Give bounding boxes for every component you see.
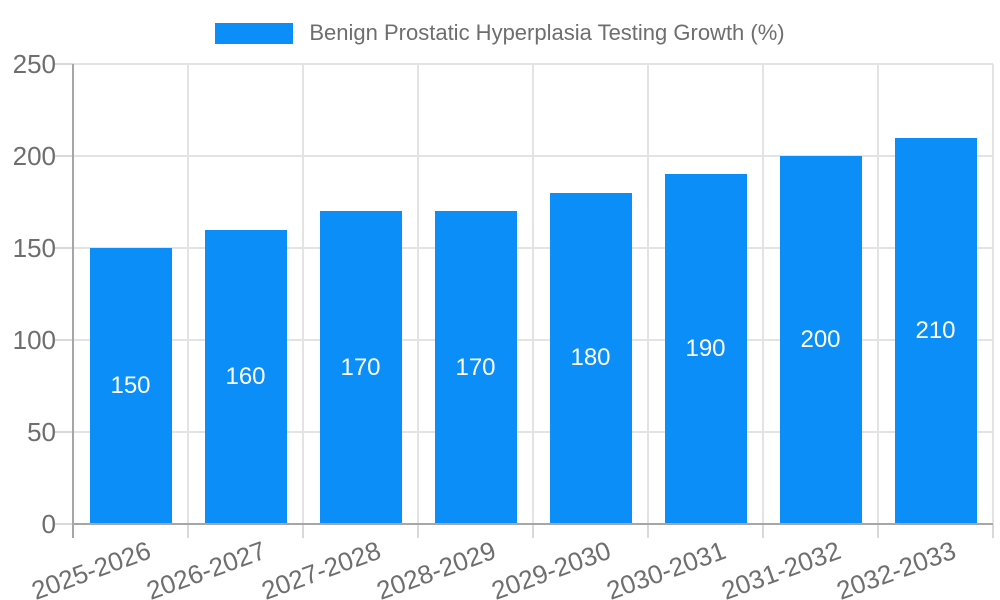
y-axis-label: 250: [12, 49, 56, 79]
legend: Benign Prostatic Hyperplasia Testing Gro…: [0, 20, 1000, 46]
y-axis-label: 200: [12, 141, 56, 171]
bar[interactable]: 190: [664, 174, 747, 524]
gridline-vertical: [302, 64, 304, 524]
bar[interactable]: 180: [549, 192, 632, 524]
bar-value-label: 210: [915, 316, 956, 344]
x-axis-tick: [877, 524, 879, 538]
x-axis-label: 2025-2026: [27, 535, 155, 600]
plot-area: 0 50 100 150 200 250 150 160 170 170 180 190 200 210 2…: [13, 49, 994, 600]
x-axis-tick: [532, 524, 534, 538]
bar-value-label: 170: [455, 353, 496, 381]
bar[interactable]: 160: [204, 229, 287, 524]
gridline-vertical: [992, 64, 994, 524]
y-axis-line: [72, 64, 74, 538]
y-axis-tick: [55, 63, 73, 65]
y-axis-tick: [55, 523, 73, 525]
x-axis-tick: [187, 524, 189, 538]
x-axis-label: 2026-2027: [142, 535, 270, 600]
bar[interactable]: 150: [89, 248, 172, 524]
x-axis-tick: [762, 524, 764, 538]
x-axis-tick: [302, 524, 304, 538]
y-axis-label: 0: [41, 509, 56, 539]
legend-label: Benign Prostatic Hyperplasia Testing Gro…: [309, 20, 785, 45]
bar-value-label: 200: [800, 326, 841, 353]
y-axis-label: 150: [12, 233, 56, 263]
x-axis-label: 2029-2030: [487, 535, 615, 600]
x-axis-label: 2030-2031: [602, 535, 730, 600]
gridline-vertical: [187, 64, 189, 524]
x-axis-label: 2028-2029: [372, 535, 500, 600]
x-axis-line: [73, 523, 993, 525]
gridline-vertical: [762, 64, 764, 524]
y-axis-tick: [55, 155, 73, 157]
legend-color-swatch: [215, 22, 294, 44]
x-axis-label: 2027-2028: [257, 535, 385, 600]
bar-value-label: 170: [340, 353, 381, 381]
x-axis-label: 2032-2033: [832, 535, 960, 600]
gridline-vertical: [647, 64, 649, 524]
y-axis-label: 50: [27, 417, 56, 447]
x-axis-label: 2031-2032: [717, 535, 845, 600]
y-axis-tick: [55, 247, 73, 249]
y-axis-label: 100: [12, 325, 56, 355]
y-axis-tick: [55, 431, 73, 433]
bar-value-label: 180: [570, 344, 611, 372]
bar[interactable]: 170: [434, 211, 517, 524]
bar-value-label: 190: [685, 335, 726, 363]
x-axis-tick: [417, 524, 419, 538]
bar[interactable]: 170: [319, 211, 402, 524]
bar[interactable]: 210: [894, 137, 977, 524]
gridline-vertical: [417, 64, 419, 524]
bar-value-label: 150: [110, 372, 151, 399]
y-axis-tick: [55, 339, 73, 341]
x-axis-tick: [992, 524, 994, 538]
x-axis-tick: [647, 524, 649, 538]
bar[interactable]: 200: [779, 156, 862, 524]
bar-value-label: 160: [225, 362, 266, 390]
gridline-vertical: [877, 64, 879, 524]
gridline-vertical: [532, 64, 534, 524]
